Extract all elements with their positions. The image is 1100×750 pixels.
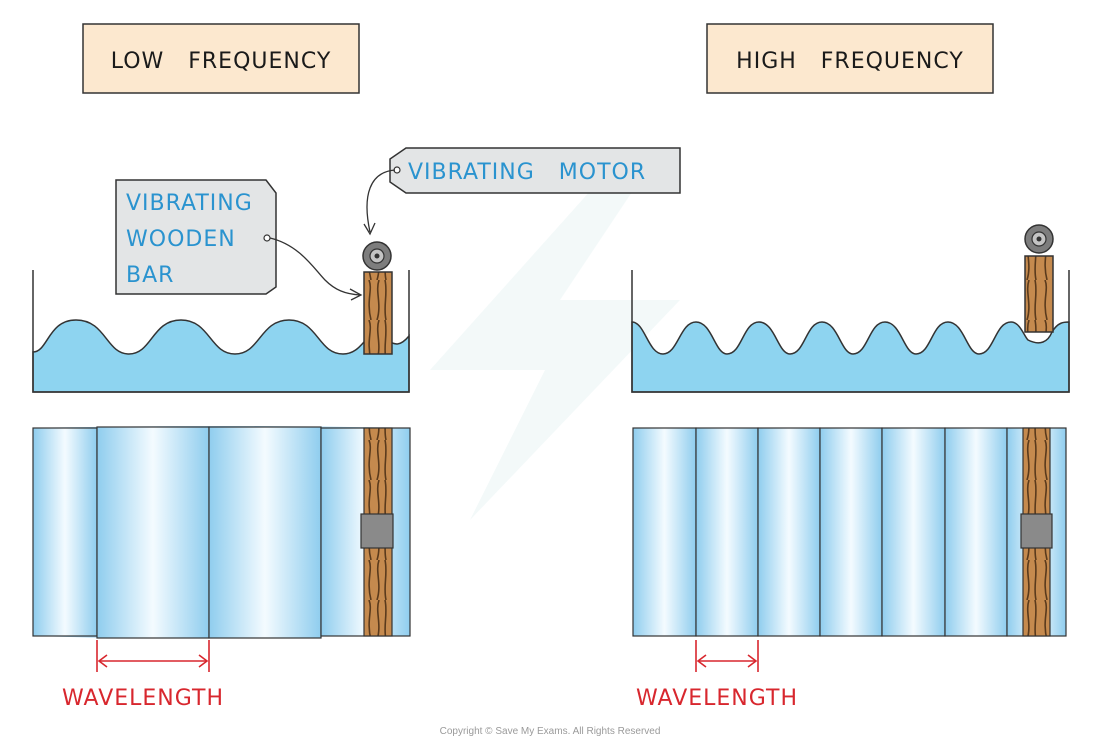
low-frequency-tank (32, 241, 410, 393)
wavefront-band (944, 427, 1008, 637)
bar-pointer-arrow (269, 237, 361, 296)
high-frequency-tank-walls (631, 270, 1070, 393)
wavelength-marker-right (695, 640, 759, 672)
wavelength-label-right: WAVELENGTH (636, 686, 798, 711)
bar-label-tag: VIBRATING WOODEN BAR (115, 179, 277, 295)
motor-clamp-left (360, 513, 394, 549)
wooden-bar-left (363, 271, 393, 355)
low-frequency-title: LOW FREQUENCY (111, 49, 332, 74)
copyright-notice: Copyright © Save My Exams. All Rights Re… (440, 726, 661, 737)
wavefront-band (695, 427, 759, 637)
motor-label: VIBRATING MOTOR (408, 160, 646, 185)
motor-arrowhead (363, 222, 376, 236)
wavefront-band (632, 427, 697, 637)
wavelength-marker-left (96, 640, 210, 672)
wavefront-band (32, 427, 98, 637)
low-frequency-header: LOW FREQUENCY (82, 23, 360, 94)
motor-clamp-right (1020, 513, 1053, 549)
high-frequency-header: HIGH FREQUENCY (706, 23, 994, 94)
motor-pointer-arrow (366, 169, 396, 233)
wavefront-band (881, 427, 946, 637)
wooden-bar-right (1024, 255, 1054, 333)
high-frequency-tank (631, 224, 1070, 393)
high-frequency-top-view (632, 427, 1067, 637)
low-frequency-water (32, 319, 410, 393)
motor-label-tag: VIBRATING MOTOR (389, 147, 681, 194)
high-frequency-title: HIGH FREQUENCY (736, 49, 964, 74)
bar-label-line1: VIBRATING (126, 191, 253, 216)
bar-label-line2: WOODEN (126, 227, 236, 252)
low-frequency-tank-walls (32, 270, 410, 393)
watermark-logo (430, 180, 680, 520)
high-frequency-water (631, 321, 1070, 393)
low-frequency-top-view (32, 426, 411, 639)
wavefront-band (757, 427, 821, 637)
bar-arrowhead (349, 288, 363, 301)
bar-label-line3: BAR (126, 263, 174, 288)
wavefront-band (819, 427, 883, 637)
wavefront-band (96, 426, 210, 639)
wavelength-label-left: WAVELENGTH (62, 686, 224, 711)
wavefront-band (208, 426, 322, 639)
